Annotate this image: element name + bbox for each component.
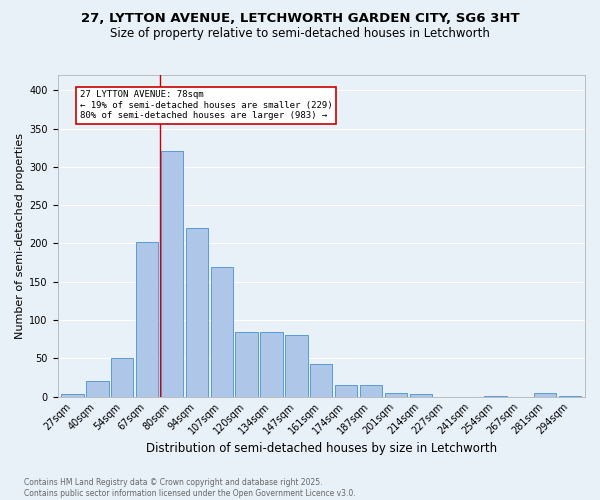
Bar	[385, 393, 407, 396]
Y-axis label: Number of semi-detached properties: Number of semi-detached properties	[15, 133, 25, 339]
Bar	[285, 334, 308, 396]
Bar	[335, 385, 358, 396]
Text: 27, LYTTON AVENUE, LETCHWORTH GARDEN CITY, SG6 3HT: 27, LYTTON AVENUE, LETCHWORTH GARDEN CIT…	[80, 12, 520, 26]
Text: 27 LYTTON AVENUE: 78sqm
← 19% of semi-detached houses are smaller (229)
80% of s: 27 LYTTON AVENUE: 78sqm ← 19% of semi-de…	[80, 90, 332, 120]
Bar	[360, 385, 382, 396]
Bar	[86, 382, 109, 396]
Bar	[111, 358, 133, 397]
Text: Size of property relative to semi-detached houses in Letchworth: Size of property relative to semi-detach…	[110, 28, 490, 40]
Bar	[235, 332, 258, 396]
Bar	[211, 267, 233, 396]
Bar	[534, 393, 556, 396]
Bar	[185, 228, 208, 396]
Bar	[410, 394, 432, 396]
Bar	[136, 242, 158, 396]
Bar	[310, 364, 332, 396]
X-axis label: Distribution of semi-detached houses by size in Letchworth: Distribution of semi-detached houses by …	[146, 442, 497, 455]
Bar	[260, 332, 283, 396]
Text: Contains HM Land Registry data © Crown copyright and database right 2025.
Contai: Contains HM Land Registry data © Crown c…	[24, 478, 356, 498]
Bar	[161, 151, 183, 396]
Bar	[61, 394, 83, 396]
